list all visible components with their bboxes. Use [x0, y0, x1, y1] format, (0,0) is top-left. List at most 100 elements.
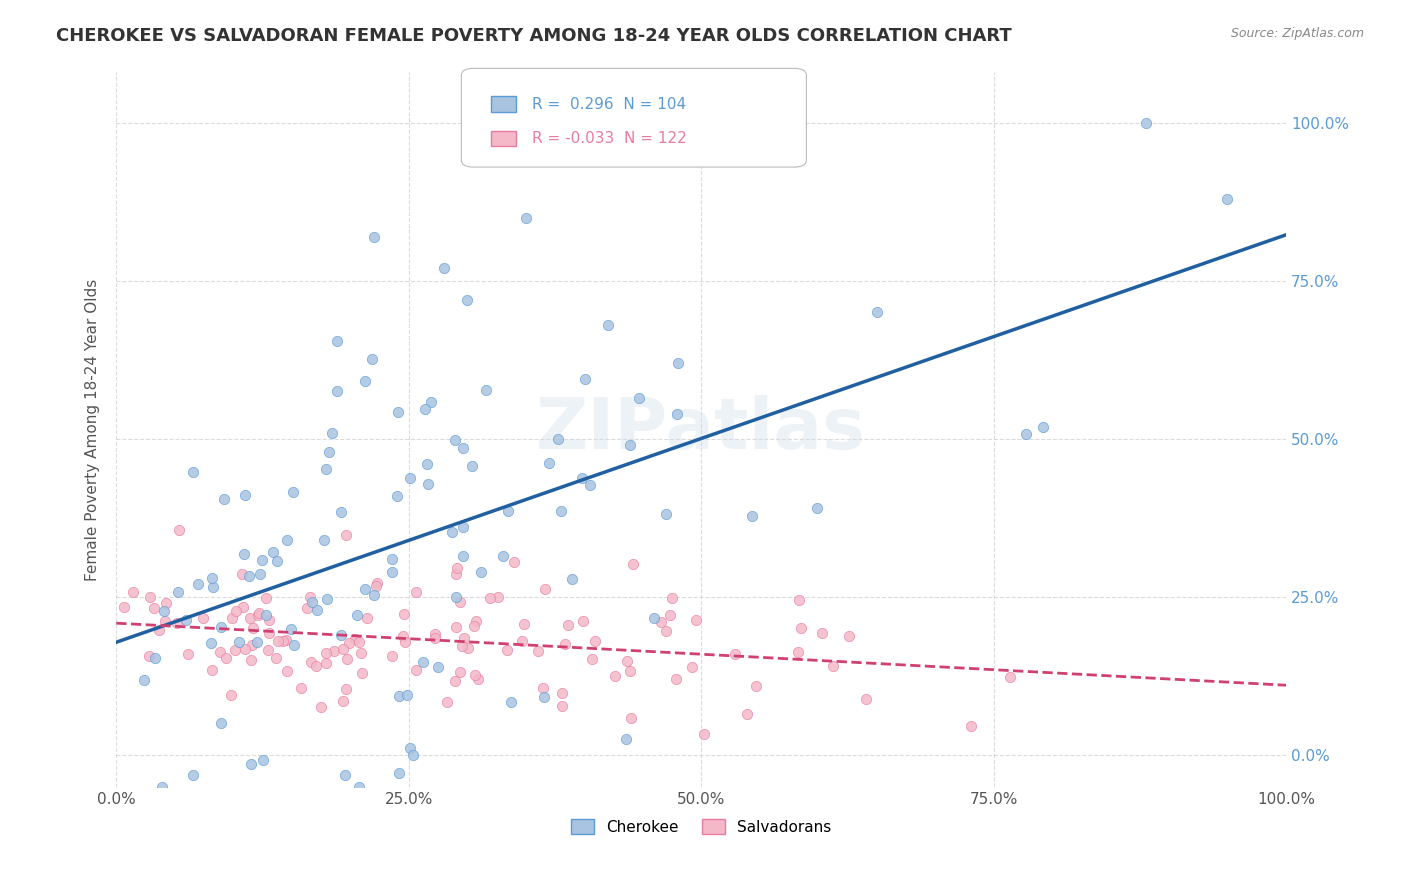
Point	[356, 611, 378, 625]
Point	[155, 596, 177, 610]
Point	[240, 756, 263, 771]
Point	[394, 635, 416, 649]
Point	[643, 610, 665, 624]
Point	[457, 640, 479, 655]
Point	[392, 629, 415, 643]
Point	[153, 604, 176, 618]
Point	[419, 395, 441, 409]
Point	[596, 318, 619, 332]
Point	[496, 642, 519, 657]
Point	[475, 384, 498, 398]
Point	[332, 641, 354, 656]
Point	[557, 617, 579, 632]
Point	[513, 617, 536, 632]
Point	[335, 768, 357, 782]
Point	[326, 334, 349, 348]
Point	[132, 673, 155, 688]
Point	[271, 634, 294, 648]
Point	[335, 527, 357, 541]
Point	[444, 590, 467, 604]
Point	[219, 688, 242, 702]
Point	[249, 566, 271, 581]
Point	[388, 689, 411, 703]
Point	[209, 620, 232, 634]
Point	[463, 618, 485, 632]
Point	[174, 614, 197, 628]
Point	[735, 707, 758, 722]
Point	[461, 459, 484, 474]
Point	[527, 643, 550, 657]
Point	[343, 632, 366, 646]
Point	[361, 352, 384, 367]
Point	[240, 638, 263, 652]
Point	[200, 636, 222, 650]
Point	[299, 655, 322, 669]
Point	[449, 595, 471, 609]
Point	[415, 457, 437, 471]
Point	[240, 653, 263, 667]
Point	[364, 579, 387, 593]
Point	[363, 229, 385, 244]
Point	[290, 681, 312, 695]
Point	[221, 610, 243, 624]
Point	[790, 621, 813, 635]
Point	[353, 374, 375, 388]
Point	[685, 613, 707, 627]
Point	[416, 477, 439, 491]
Point	[166, 585, 188, 599]
Point	[440, 524, 463, 539]
Point	[666, 356, 689, 370]
Point	[150, 780, 173, 794]
Point	[201, 663, 224, 677]
Point	[233, 642, 256, 657]
Point	[315, 462, 337, 476]
Point	[323, 644, 346, 658]
Point	[363, 588, 385, 602]
Point	[453, 631, 475, 645]
Point	[554, 637, 576, 651]
Point	[305, 659, 328, 673]
Point	[337, 636, 360, 650]
Point	[312, 533, 335, 547]
Point	[855, 692, 877, 706]
Point	[281, 485, 304, 500]
Point	[315, 656, 337, 670]
Point	[959, 719, 981, 733]
Point	[215, 651, 238, 665]
Point	[346, 608, 368, 623]
Point	[181, 767, 204, 781]
FancyBboxPatch shape	[491, 96, 516, 112]
Point	[276, 533, 298, 548]
Point	[326, 384, 349, 398]
Point	[399, 741, 422, 756]
Point	[283, 638, 305, 652]
Point	[347, 635, 370, 649]
Point	[661, 591, 683, 605]
Point	[534, 582, 557, 596]
Point	[388, 766, 411, 780]
Point	[488, 591, 510, 605]
Point	[550, 504, 572, 518]
Point	[309, 699, 332, 714]
Point	[232, 599, 254, 614]
Point	[350, 666, 373, 681]
Point	[628, 391, 651, 405]
Point	[515, 211, 537, 225]
Point	[446, 561, 468, 575]
Point	[478, 591, 501, 606]
Point	[257, 643, 280, 657]
Point	[572, 614, 595, 628]
Point	[254, 591, 277, 606]
Point	[321, 425, 343, 440]
Point	[464, 614, 486, 628]
Point	[574, 372, 596, 386]
Point	[233, 547, 256, 561]
Point	[561, 572, 583, 586]
Point	[224, 643, 246, 657]
Point	[329, 505, 352, 519]
Point	[789, 593, 811, 607]
Point	[246, 608, 269, 623]
Point	[581, 652, 603, 666]
Point	[233, 488, 256, 502]
Point	[239, 611, 262, 625]
